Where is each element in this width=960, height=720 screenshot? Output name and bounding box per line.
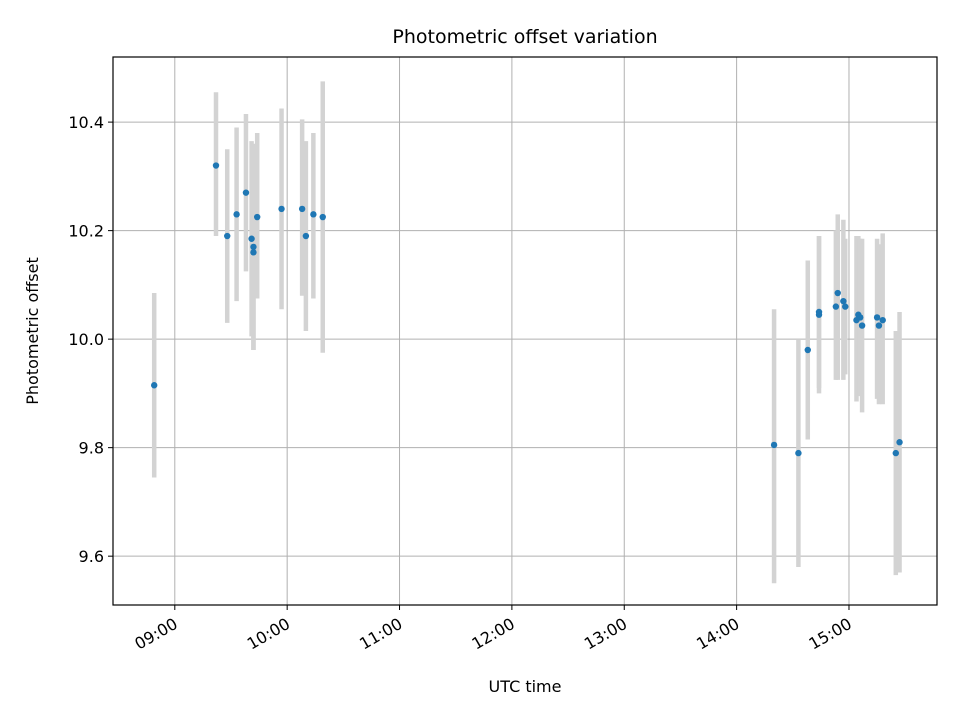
y-tick-label: 10.0 <box>68 330 104 349</box>
data-point <box>278 205 285 213</box>
data-point <box>840 297 847 305</box>
data-point <box>298 205 306 213</box>
data-point <box>832 303 840 310</box>
y-tick-label: 10.4 <box>68 113 104 132</box>
y-tick-label: 10.2 <box>68 222 104 241</box>
data-point <box>151 382 158 389</box>
data-point <box>212 162 220 169</box>
y-tick-label: 9.6 <box>79 547 104 566</box>
x-axis-label: UTC time <box>489 677 562 696</box>
chart-title: Photometric offset variation <box>392 26 657 48</box>
point-layer <box>151 162 903 457</box>
data-point <box>250 243 257 251</box>
data-point <box>248 235 255 242</box>
data-point <box>857 314 864 321</box>
data-point <box>242 189 250 196</box>
data-point <box>233 211 240 218</box>
data-point <box>310 211 317 218</box>
data-point <box>224 232 231 240</box>
y-tick-label: 9.8 <box>79 439 104 458</box>
data-point <box>815 308 823 316</box>
data-point <box>842 303 849 310</box>
data-point <box>892 449 899 457</box>
data-point <box>254 213 261 221</box>
data-point <box>858 322 866 329</box>
data-point <box>879 316 886 324</box>
data-point <box>302 232 310 240</box>
data-point <box>319 213 326 221</box>
axes-frame <box>112 56 938 606</box>
data-point <box>770 441 778 449</box>
data-point <box>804 346 811 354</box>
data-point <box>875 322 883 329</box>
data-point <box>873 314 881 321</box>
data-point <box>834 289 841 297</box>
data-point <box>795 449 802 457</box>
data-point <box>896 439 903 446</box>
data-point <box>250 249 257 256</box>
y-axis-label: Photometric offset <box>23 257 42 405</box>
